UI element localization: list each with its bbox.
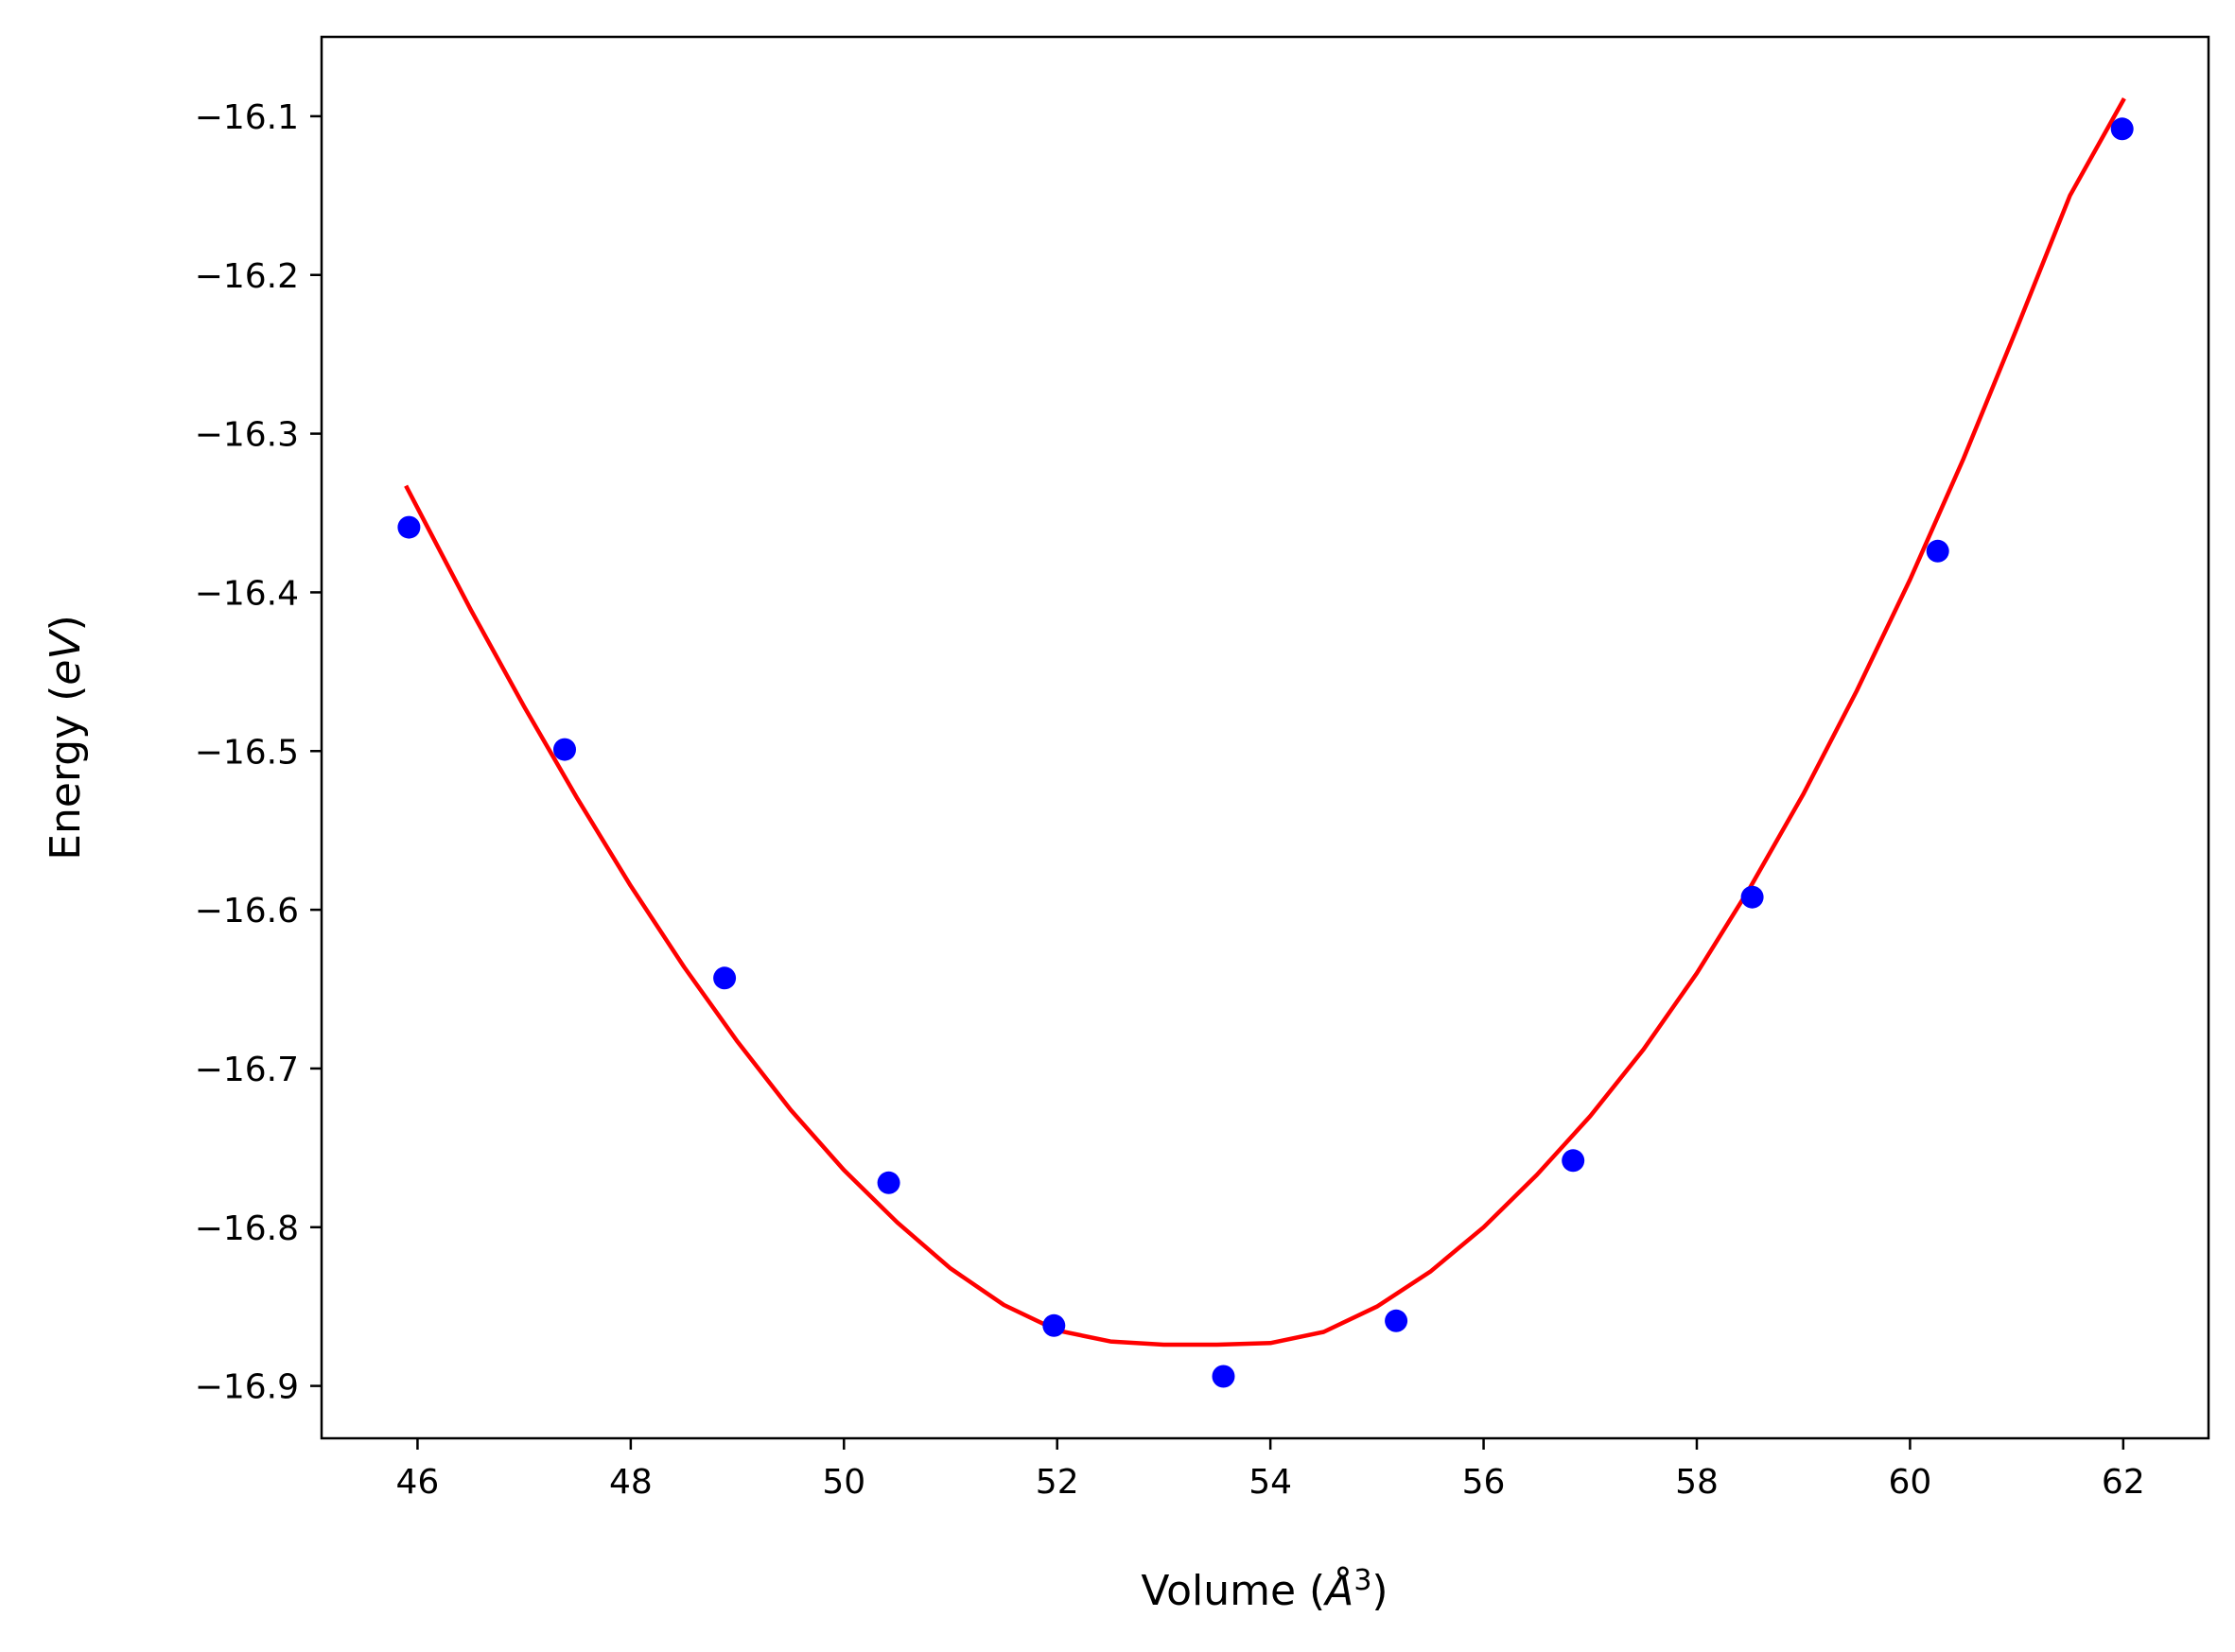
data-point [2110, 117, 2134, 141]
y-tick-label: −16.9 [195, 1368, 299, 1407]
y-tick-label: −16.7 [195, 1051, 299, 1089]
data-point [1562, 1149, 1585, 1173]
y-axis-ticks: −16.1 −16.2 −16.3 −16.4 −16.5 −16.6 −16.7 −16.8… [195, 98, 322, 1407]
x-tick-label: 60 [1889, 1463, 1932, 1502]
y-tick-label: −16.3 [195, 416, 299, 455]
series-layer [397, 97, 2134, 1388]
data-point [1042, 1313, 1066, 1337]
x-tick-label: 50 [822, 1463, 865, 1502]
y-tick-label: −16.5 [195, 733, 299, 772]
data-point [877, 1171, 900, 1194]
x-tick-label: 52 [1036, 1463, 1079, 1502]
plot-frame [320, 35, 2210, 1440]
y-tick-label: −16.1 [195, 98, 299, 137]
y-tick-label: −16.6 [195, 892, 299, 930]
data-point [553, 738, 576, 761]
x-tick-label: 62 [2102, 1463, 2145, 1502]
x-tick-label: 46 [396, 1463, 440, 1502]
x-tick-label: 56 [1462, 1463, 1506, 1502]
y-axis-unit: eV [42, 629, 90, 686]
x-tick-label: 54 [1248, 1463, 1292, 1502]
y-axis-label: Energy (eV) [42, 615, 90, 861]
x-axis-label: Volume (Å3) [1141, 1564, 1388, 1615]
x-axis-unit-exponent: 3 [1353, 1564, 1371, 1597]
y-tick-label: −16.4 [195, 574, 299, 613]
data-point [397, 515, 421, 539]
fit-curve [404, 97, 2126, 1348]
data-point [1740, 885, 1764, 909]
x-tick-label: 58 [1675, 1463, 1719, 1502]
data-point [713, 966, 737, 990]
x-axis-unit: Å [1322, 1565, 1353, 1615]
y-tick-label: −16.2 [195, 257, 299, 296]
data-point [1385, 1309, 1408, 1332]
x-tick-label: 48 [609, 1463, 653, 1502]
y-tick-label: −16.8 [195, 1209, 299, 1248]
x-axis-ticks: 46 48 50 52 54 56 58 60 62 [396, 1438, 2145, 1502]
data-point [1212, 1365, 1235, 1388]
data-point [1926, 539, 1949, 563]
